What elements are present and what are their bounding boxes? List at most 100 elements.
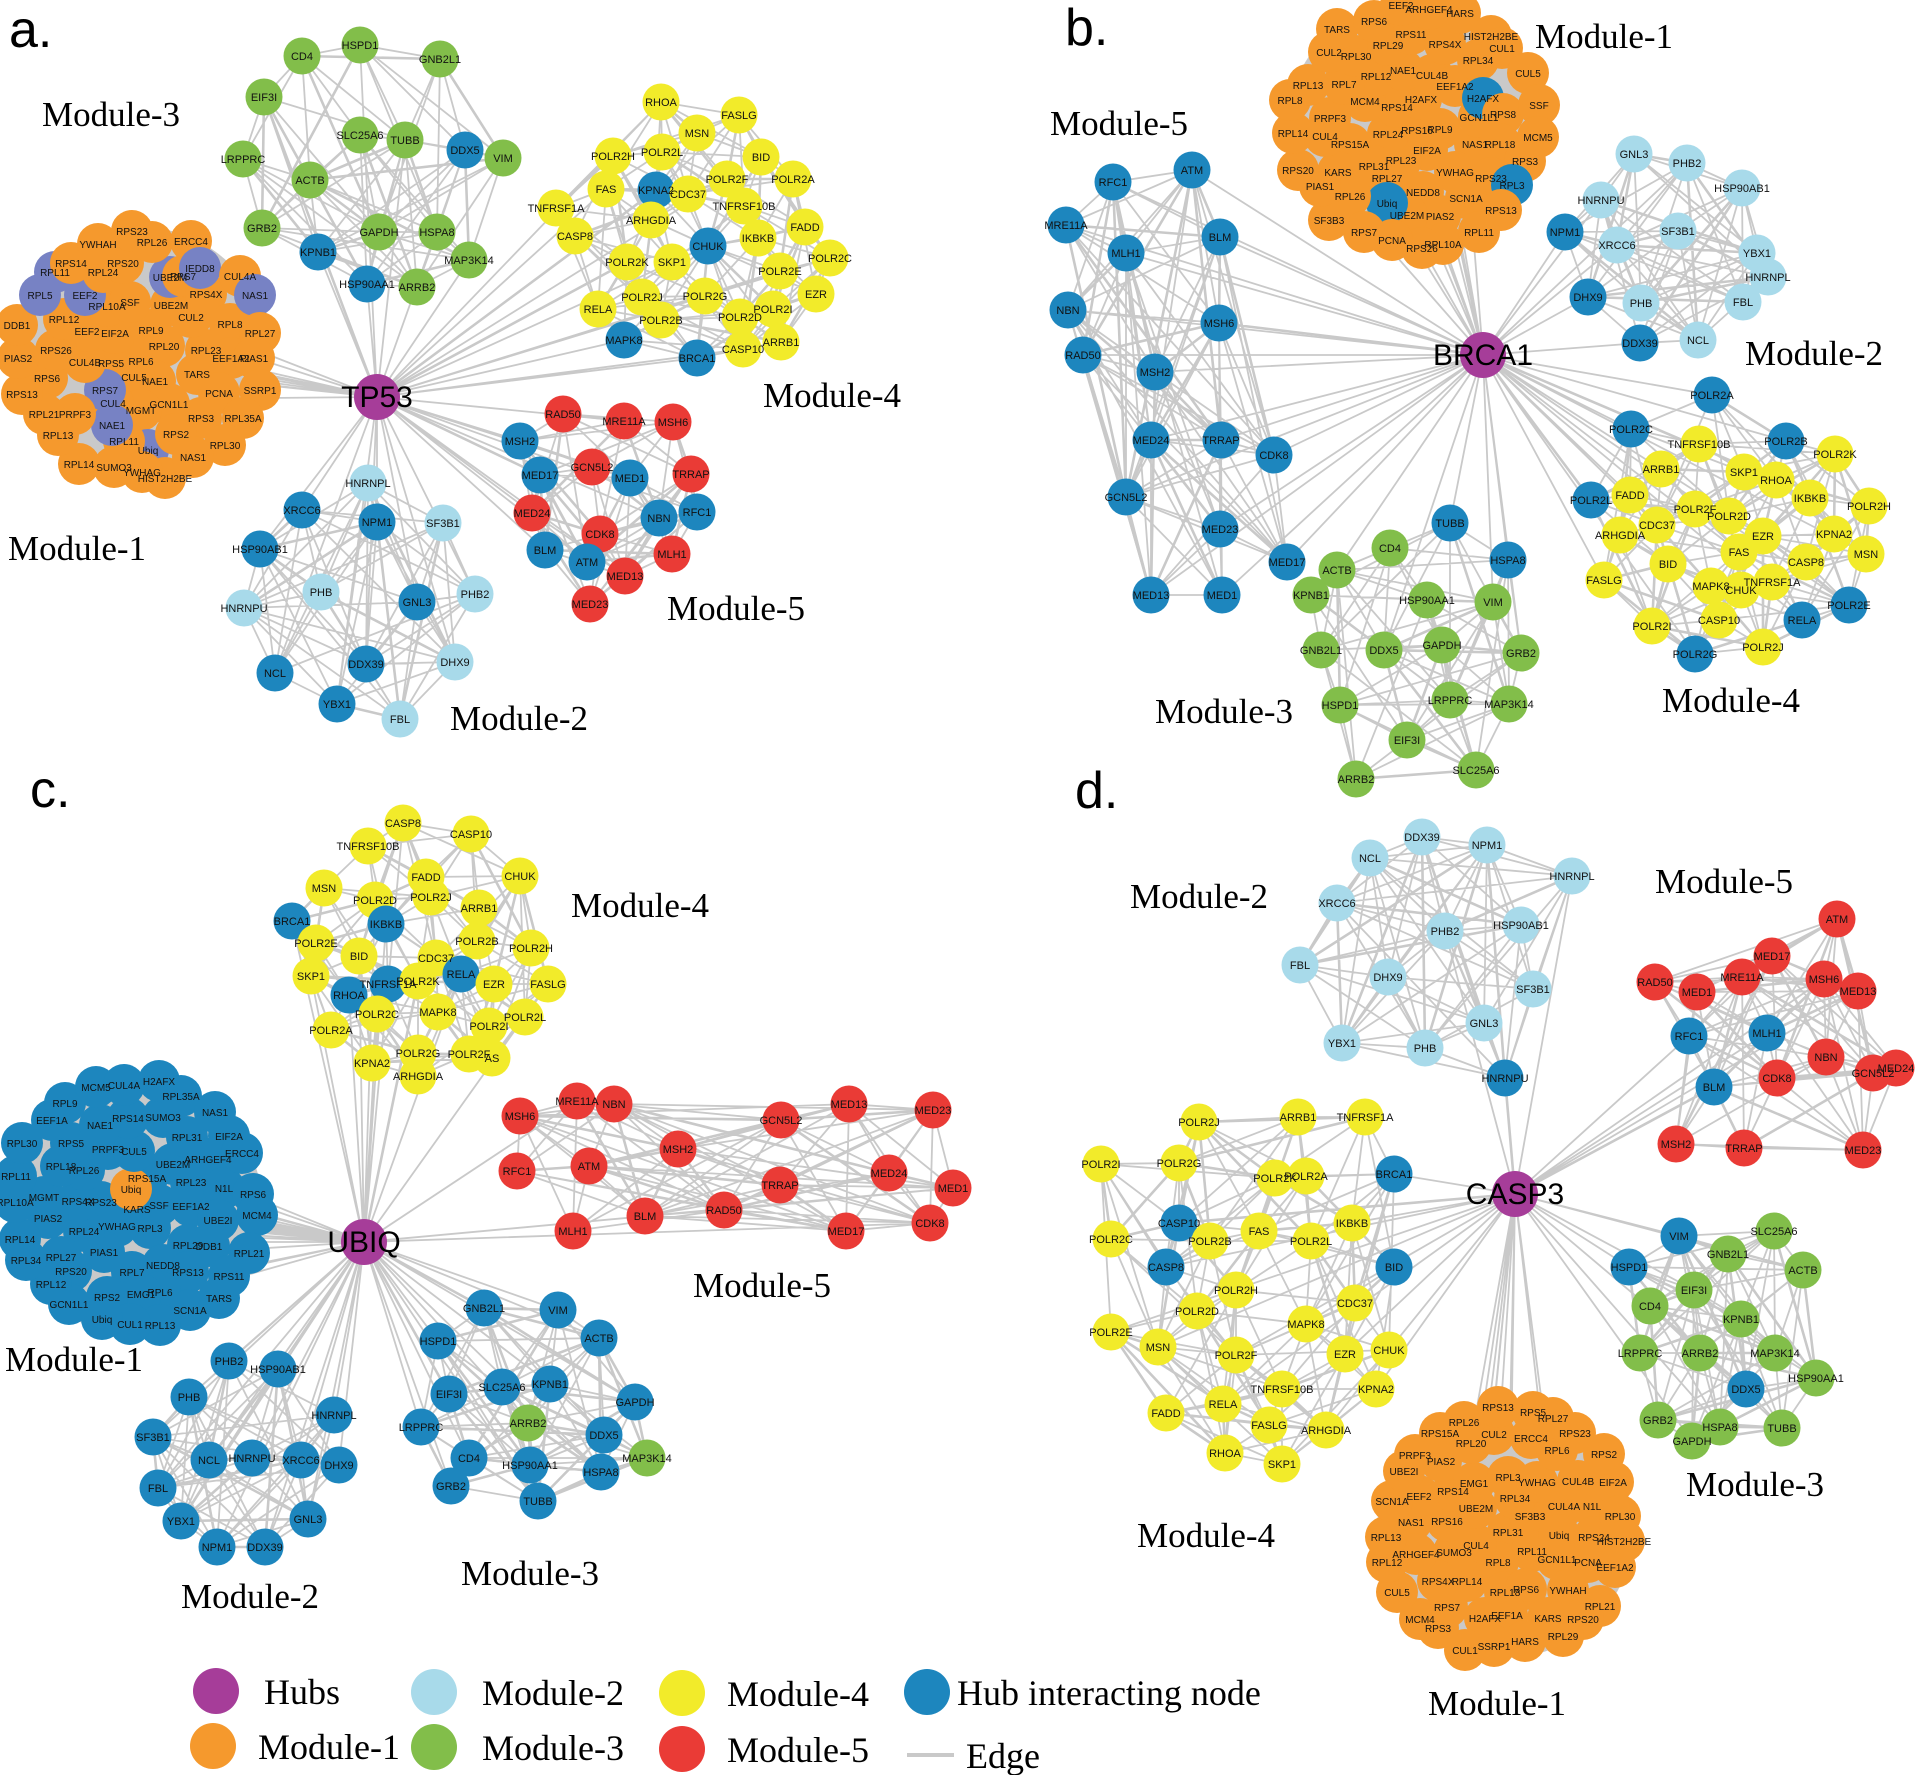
svg-text:RPS23: RPS23 bbox=[1559, 1429, 1591, 1440]
svg-text:Ubiq: Ubiq bbox=[1377, 199, 1398, 210]
svg-text:MED1: MED1 bbox=[1682, 987, 1713, 999]
svg-text:RPL34: RPL34 bbox=[1500, 1494, 1531, 1505]
svg-text:GNB2L1: GNB2L1 bbox=[1300, 645, 1342, 657]
svg-text:RPL20: RPL20 bbox=[1456, 1439, 1487, 1450]
svg-text:RPS4X: RPS4X bbox=[1422, 1577, 1455, 1588]
svg-text:RPS2: RPS2 bbox=[163, 430, 190, 441]
svg-text:POLR2G: POLR2G bbox=[683, 291, 728, 303]
svg-text:HNRNPL: HNRNPL bbox=[345, 478, 390, 490]
svg-text:RPL12: RPL12 bbox=[1372, 1558, 1403, 1569]
svg-text:RPL11: RPL11 bbox=[1, 1172, 31, 1183]
svg-text:PHB2: PHB2 bbox=[215, 1356, 244, 1368]
svg-text:RPL3: RPL3 bbox=[1499, 181, 1524, 192]
svg-text:CASP8: CASP8 bbox=[1788, 557, 1824, 569]
svg-text:TNFRSF1A: TNFRSF1A bbox=[1744, 577, 1802, 589]
svg-text:GNL3: GNL3 bbox=[403, 597, 432, 609]
svg-text:H2AFX: H2AFX bbox=[143, 1077, 176, 1088]
svg-text:RPL9: RPL9 bbox=[138, 326, 163, 337]
svg-text:LRPPRC: LRPPRC bbox=[399, 1422, 444, 1434]
svg-text:DDX39: DDX39 bbox=[247, 1542, 282, 1554]
svg-text:c.: c. bbox=[30, 761, 70, 819]
svg-text:HARS: HARS bbox=[1511, 1637, 1539, 1648]
svg-text:MED13: MED13 bbox=[1840, 986, 1877, 998]
svg-text:SLC25A6: SLC25A6 bbox=[478, 1382, 525, 1394]
svg-text:Module-4: Module-4 bbox=[571, 886, 709, 925]
svg-text:MED23: MED23 bbox=[915, 1105, 952, 1117]
svg-text:Module-2: Module-2 bbox=[450, 699, 588, 738]
svg-text:NAS1: NAS1 bbox=[180, 453, 207, 464]
svg-text:SF3B3: SF3B3 bbox=[1314, 216, 1345, 227]
svg-text:DDX39: DDX39 bbox=[1404, 832, 1439, 844]
svg-text:NCL: NCL bbox=[198, 1455, 220, 1467]
svg-text:DDX5: DDX5 bbox=[1731, 1384, 1760, 1396]
svg-text:POLR2B: POLR2B bbox=[1188, 1236, 1231, 1248]
svg-text:FADD: FADD bbox=[1615, 490, 1644, 502]
svg-text:RFC1: RFC1 bbox=[1099, 177, 1128, 189]
svg-text:CUL5: CUL5 bbox=[1384, 1588, 1410, 1599]
svg-text:RPS2: RPS2 bbox=[94, 1293, 121, 1304]
svg-text:XRCC6: XRCC6 bbox=[1598, 240, 1635, 252]
svg-text:MRE11A: MRE11A bbox=[555, 1096, 599, 1108]
svg-text:RPS13: RPS13 bbox=[1485, 206, 1517, 217]
svg-text:ARRB2: ARRB2 bbox=[1338, 774, 1375, 786]
svg-text:RPL29: RPL29 bbox=[173, 1241, 204, 1252]
svg-text:RELA: RELA bbox=[584, 304, 613, 316]
svg-text:YBX1: YBX1 bbox=[1743, 248, 1771, 260]
svg-text:RPS6: RPS6 bbox=[1361, 17, 1388, 28]
svg-text:POLR2B: POLR2B bbox=[1764, 436, 1807, 448]
svg-text:RAD50: RAD50 bbox=[706, 1205, 741, 1217]
svg-text:HARS: HARS bbox=[1446, 9, 1474, 20]
svg-text:KPNB1: KPNB1 bbox=[532, 1379, 568, 1391]
svg-text:NAS1: NAS1 bbox=[1398, 1518, 1425, 1529]
svg-text:MED17: MED17 bbox=[828, 1226, 865, 1238]
svg-text:RPL6: RPL6 bbox=[1544, 1446, 1569, 1457]
svg-text:SKP1: SKP1 bbox=[1268, 1459, 1296, 1471]
svg-text:HIST2H2BE: HIST2H2BE bbox=[1597, 1537, 1652, 1548]
svg-text:TP53: TP53 bbox=[341, 381, 413, 414]
svg-text:PRPF3: PRPF3 bbox=[59, 410, 92, 421]
svg-text:KPNA2: KPNA2 bbox=[354, 1058, 390, 1070]
svg-text:VIM: VIM bbox=[548, 1305, 568, 1317]
svg-text:RPS23: RPS23 bbox=[85, 1198, 117, 1209]
svg-text:NPM1: NPM1 bbox=[362, 517, 393, 529]
svg-text:NPM1: NPM1 bbox=[202, 1542, 233, 1554]
svg-text:MCM5: MCM5 bbox=[81, 1083, 111, 1094]
svg-text:HSPD1: HSPD1 bbox=[342, 40, 379, 52]
svg-text:MED23: MED23 bbox=[572, 599, 609, 611]
svg-text:NBN: NBN bbox=[1814, 1052, 1837, 1064]
svg-text:MSH2: MSH2 bbox=[1140, 367, 1171, 379]
svg-text:NBN: NBN bbox=[1056, 305, 1079, 317]
svg-text:CUL5: CUL5 bbox=[121, 1147, 147, 1158]
svg-text:ARRB2: ARRB2 bbox=[510, 1418, 547, 1430]
svg-text:RPL18: RPL18 bbox=[46, 1162, 77, 1173]
svg-text:RPS13: RPS13 bbox=[6, 390, 38, 401]
svg-text:POLR2G: POLR2G bbox=[1673, 649, 1718, 661]
svg-text:XRCC6: XRCC6 bbox=[283, 505, 320, 517]
svg-text:RPL14: RPL14 bbox=[1452, 1577, 1483, 1588]
svg-text:RPS14: RPS14 bbox=[112, 1114, 144, 1125]
svg-text:IKBKB: IKBKB bbox=[1336, 1218, 1368, 1230]
svg-text:HSP90AB1: HSP90AB1 bbox=[250, 1364, 306, 1376]
svg-text:POLR2G: POLR2G bbox=[396, 1048, 441, 1060]
svg-text:HIST2H2BE: HIST2H2BE bbox=[138, 474, 193, 485]
svg-text:GCN1L1: GCN1L1 bbox=[1538, 1555, 1577, 1566]
svg-text:FADD: FADD bbox=[1151, 1408, 1180, 1420]
svg-text:POLR2C: POLR2C bbox=[808, 253, 852, 265]
svg-text:NEDD8: NEDD8 bbox=[146, 1261, 180, 1272]
svg-text:EIF3I: EIF3I bbox=[436, 1389, 462, 1401]
svg-text:RPL7: RPL7 bbox=[1331, 80, 1356, 91]
svg-text:GAPDH: GAPDH bbox=[615, 1397, 654, 1409]
svg-text:YWHAG: YWHAG bbox=[98, 1222, 136, 1233]
svg-text:PHB2: PHB2 bbox=[1431, 926, 1460, 938]
svg-text:HNRNPL: HNRNPL bbox=[311, 1410, 356, 1422]
svg-text:KPNB1: KPNB1 bbox=[300, 247, 336, 259]
svg-text:RPS23: RPS23 bbox=[1475, 174, 1507, 185]
svg-text:RPL9: RPL9 bbox=[52, 1099, 77, 1110]
svg-text:TRRAP: TRRAP bbox=[1202, 435, 1239, 447]
svg-text:POLR2A: POLR2A bbox=[1690, 390, 1734, 402]
svg-text:POLR2F: POLR2F bbox=[1215, 1350, 1258, 1362]
svg-text:MSH6: MSH6 bbox=[1204, 318, 1235, 330]
svg-text:MED24: MED24 bbox=[1133, 435, 1170, 447]
svg-text:PRPF3: PRPF3 bbox=[1399, 1451, 1432, 1462]
svg-text:RPS26: RPS26 bbox=[40, 346, 72, 357]
